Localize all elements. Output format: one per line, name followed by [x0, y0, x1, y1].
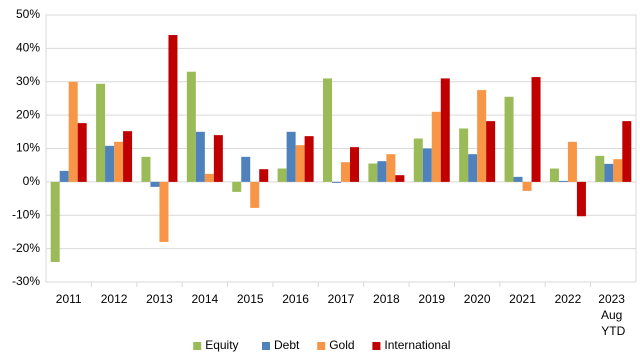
x-tick-label: 2014: [191, 292, 218, 306]
y-tick-label: 20%: [16, 107, 40, 121]
legend-label: International: [384, 338, 450, 352]
bar: [159, 181, 169, 242]
x-tick-label: 2012: [101, 292, 128, 306]
bar: [477, 90, 487, 182]
bar: [422, 148, 432, 182]
legend-swatch: [262, 342, 270, 350]
bar: [323, 78, 332, 182]
bar: [286, 131, 296, 182]
bar: [105, 145, 115, 182]
bar: [468, 154, 478, 182]
bar: [504, 96, 514, 182]
y-tick-label: 50%: [16, 7, 40, 21]
bar: [431, 111, 441, 182]
legend-label: Debt: [274, 338, 300, 352]
bar: [486, 121, 496, 182]
bar: [558, 180, 568, 182]
plot-border: [45, 14, 637, 283]
y-tick-label: 0%: [23, 174, 41, 188]
bar: [241, 156, 251, 182]
bar: [59, 170, 69, 182]
x-tick-label: 2015: [237, 292, 264, 306]
x-tick-label: 2023 Aug YTD: [598, 292, 628, 338]
bar: [50, 181, 60, 262]
bar: [259, 169, 269, 182]
y-tick-label: 10%: [16, 141, 40, 155]
bar: [386, 154, 396, 182]
bar: [440, 78, 450, 182]
bar: [186, 71, 196, 182]
bar: [395, 175, 405, 182]
legend-swatch: [372, 342, 381, 350]
y-tick-label: -30%: [12, 274, 40, 288]
y-tick-label: 40%: [16, 41, 40, 55]
legend-swatch: [193, 342, 202, 350]
bar: [531, 77, 541, 182]
y-tick-label: -20%: [12, 241, 40, 255]
legend-swatch: [317, 342, 326, 350]
bar: [150, 181, 160, 187]
bar: [368, 163, 378, 182]
bar: [613, 159, 623, 182]
bar: [604, 163, 614, 182]
legend-label: Equity: [205, 338, 238, 352]
bar: [522, 181, 532, 191]
bar: [377, 161, 387, 182]
bar: [513, 176, 523, 182]
bar: [304, 136, 314, 182]
legend-label: Gold: [329, 338, 354, 352]
bar: [77, 123, 87, 182]
bar: [250, 181, 260, 208]
x-tick-label: 2022: [555, 292, 582, 306]
bar: [141, 156, 151, 182]
bar: [168, 35, 178, 182]
x-tick-label: 2018: [373, 292, 400, 306]
x-tick-label: 2011: [56, 292, 82, 306]
bar: [413, 138, 423, 182]
bar: [459, 128, 469, 182]
x-tick-label: 2021: [509, 292, 536, 306]
bar: [123, 131, 133, 182]
bar: [96, 83, 106, 182]
y-tick-label: -10%: [12, 207, 40, 221]
bar: [204, 173, 214, 182]
bar: [68, 81, 78, 182]
y-tick-label: 30%: [16, 74, 40, 88]
bar: [332, 181, 341, 183]
bar: [350, 147, 359, 182]
bar: [341, 162, 350, 182]
bar: [549, 168, 559, 182]
x-tick-label: 2017: [328, 292, 355, 306]
x-tick-label: 2019: [418, 292, 445, 306]
bar: [576, 181, 586, 217]
x-tick-label: 2013: [146, 292, 173, 306]
bar: [622, 121, 632, 182]
x-tick-label: 2020: [464, 292, 491, 306]
bar: [295, 145, 305, 182]
bar: [195, 131, 205, 182]
bar: [232, 181, 242, 192]
bar: [277, 168, 287, 182]
bar: [114, 141, 124, 182]
bar: [213, 135, 223, 182]
bar: [595, 155, 605, 182]
bar: [567, 141, 577, 182]
x-tick-label: 2016: [282, 292, 309, 306]
